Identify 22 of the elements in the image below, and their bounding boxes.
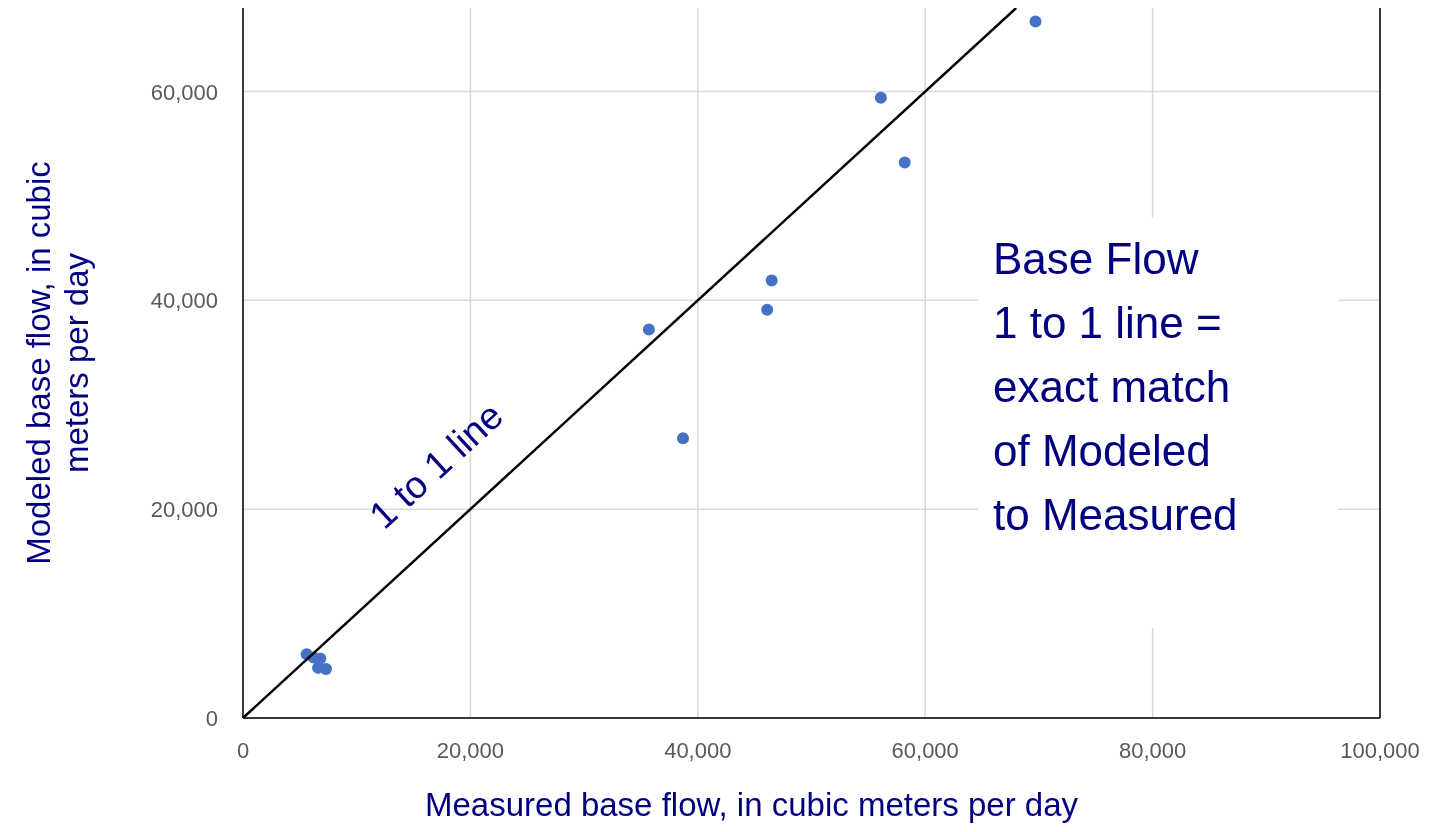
text: 1 to 1 line — [361, 394, 512, 537]
x-tick-label: 40,000 — [664, 738, 732, 763]
point — [320, 662, 332, 675]
x-tick-label: 60,000 — [891, 738, 959, 763]
point — [761, 303, 774, 316]
x-tick-label: 80,000 — [1118, 738, 1187, 763]
y-axis-title: Modeled base flow, in cubic meters per day — [20, 161, 95, 565]
x-tick-label: 0 — [236, 738, 250, 763]
point — [1029, 15, 1042, 28]
x-axis-title: Measured base flow, in cubic meters per day — [425, 786, 1079, 823]
point — [898, 156, 911, 169]
y-tick-label: 20,000 — [150, 497, 218, 523]
point — [677, 432, 690, 445]
y-tick-label: 0 — [205, 706, 218, 731]
point — [765, 274, 778, 287]
x-tick-label: 20,000 — [436, 738, 505, 763]
point — [642, 323, 655, 336]
x-tick-label: 100,000 — [1340, 738, 1420, 763]
y-tick-label: 40,000 — [150, 288, 218, 314]
annotation: Base Flow 1 to 1 line = exact match of Modeled to Measured — [993, 234, 1238, 539]
point — [874, 91, 887, 104]
y-tick-label: 60,000 — [150, 79, 218, 105]
